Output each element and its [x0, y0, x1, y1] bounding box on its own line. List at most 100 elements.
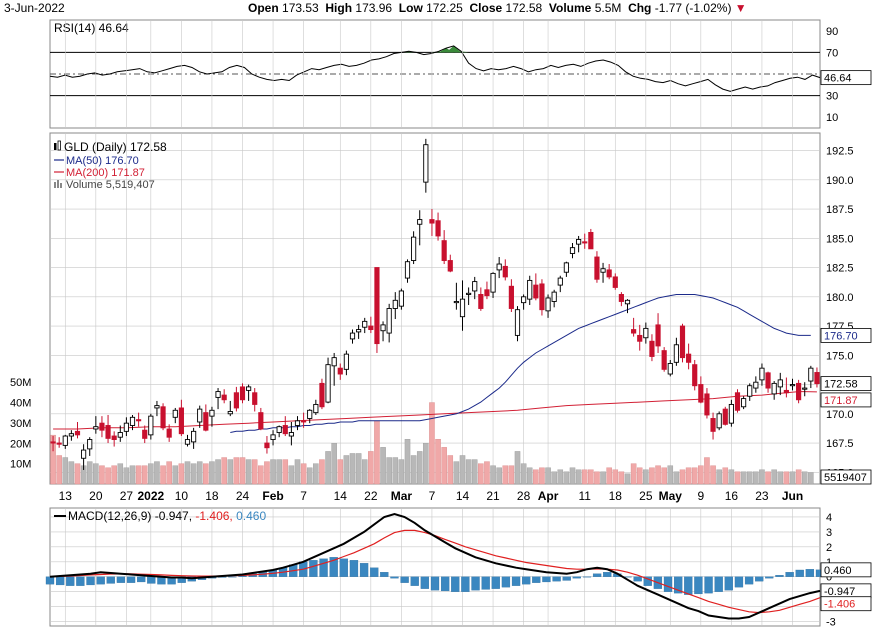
x-tick-label: Feb — [262, 489, 283, 503]
macd-histogram-bar — [734, 576, 744, 588]
chg-value: -1.77 (-1.02%) — [654, 1, 732, 15]
volume-bar — [716, 469, 722, 485]
candle-body — [282, 425, 288, 435]
macd-histogram-bar — [137, 576, 146, 583]
volume-bar — [306, 467, 313, 485]
macd-histogram-bar — [572, 576, 581, 579]
volume-bar — [435, 439, 441, 485]
macd-histogram-bar — [420, 576, 430, 589]
rsi-tick-label: 70 — [826, 47, 838, 59]
candle-body — [429, 219, 435, 224]
candle-body — [747, 385, 753, 397]
price-tick-label: 180.0 — [826, 292, 854, 304]
candle-body — [362, 320, 368, 328]
macd-histogram-bar — [694, 576, 703, 595]
volume-bar — [740, 471, 747, 485]
x-tick-label: 11 — [578, 489, 591, 503]
price-legend-title: GLD (Daily) 172.58 — [64, 140, 167, 154]
volume-bar — [471, 459, 478, 485]
volume-bar — [294, 459, 301, 485]
volume-bar — [563, 471, 570, 485]
candle-body — [496, 263, 502, 271]
rsi-tick-label: 30 — [826, 91, 838, 103]
macd-histogram-bar — [471, 576, 480, 591]
candle-body — [484, 289, 490, 297]
macd-histogram-bar — [511, 576, 521, 586]
volume-bar — [227, 459, 234, 485]
x-tick-label: 14 — [456, 489, 470, 503]
volume-bar — [154, 461, 160, 485]
macd-histogram-bar — [724, 576, 733, 591]
macd-hist-tag: 0.460 — [824, 565, 852, 577]
candle-body — [307, 409, 313, 419]
rsi-tick-label: 10 — [826, 112, 838, 124]
volume-bar — [276, 459, 282, 485]
candle-body — [74, 430, 81, 436]
x-tick-label: 23 — [755, 489, 769, 503]
candle-body — [62, 435, 68, 446]
volume-bar — [490, 465, 496, 485]
candle-body — [337, 367, 343, 375]
volume-bar — [691, 467, 698, 485]
macd-hist-tag-box — [820, 562, 872, 578]
volume-bar — [734, 471, 741, 485]
chg-label: Chg — [628, 1, 652, 15]
volume-bar — [441, 447, 447, 485]
volume-bar — [618, 471, 625, 485]
candle-body — [435, 220, 441, 237]
volume-bar — [62, 457, 69, 485]
price-tick-label: 175.0 — [826, 350, 854, 362]
price-tick-label: 167.5 — [826, 438, 854, 450]
x-tick-label: 10 — [175, 489, 189, 503]
macd-histogram-bar — [501, 576, 511, 588]
candle-body — [502, 265, 508, 278]
volume-bar — [215, 459, 221, 485]
candle-body — [551, 291, 557, 302]
candle-body — [417, 219, 423, 225]
volume-bar — [606, 467, 612, 485]
volume-bar — [166, 461, 172, 485]
low-label: Low — [398, 1, 423, 15]
volume-bar — [319, 459, 325, 485]
volume-bar — [117, 463, 124, 485]
macd-histogram-bar — [66, 576, 75, 586]
macd-tick-label: 3 — [826, 527, 832, 539]
volume-tick-label: 30M — [10, 418, 31, 430]
macd-histogram-bar — [663, 576, 673, 592]
candle-body — [136, 419, 142, 422]
price-tick-label: 185.0 — [826, 233, 854, 245]
macd-histogram-bar — [370, 567, 379, 577]
volume-bar — [245, 459, 252, 485]
candle-body — [441, 240, 447, 261]
macd-legend: MACD(12,26,9) -0.947, -1.406, 0.460 — [68, 509, 266, 523]
volume-bar — [655, 465, 661, 485]
candle-body — [374, 267, 380, 345]
candle-body — [545, 297, 551, 312]
macd-histogram-bar — [633, 576, 642, 582]
candle-body — [411, 236, 417, 261]
candle-body — [814, 372, 820, 385]
candle-body — [643, 327, 649, 339]
candle-body — [166, 428, 172, 438]
volume-bar — [251, 459, 258, 485]
candle-body — [655, 324, 661, 347]
volume-bar — [600, 471, 606, 485]
candle-body — [227, 411, 233, 415]
x-tick-label: 22 — [364, 489, 378, 503]
candle-body — [258, 412, 264, 430]
volume-bar — [789, 471, 796, 485]
ma50-legend: MA(50) 176.70 — [66, 155, 139, 167]
volume-bar — [447, 455, 454, 485]
x-tick-label: 28 — [517, 489, 531, 503]
price-tick-label: 192.5 — [826, 146, 854, 158]
high-label: High — [325, 1, 353, 15]
close-current-tag: 172.58 — [824, 379, 858, 391]
macd-histogram-bar — [684, 576, 693, 595]
volume-bar — [575, 469, 582, 485]
macd-histogram-bar — [349, 560, 359, 577]
volume-tick-label: 20M — [10, 438, 31, 450]
candle-body — [649, 340, 655, 357]
x-tick-label: Jun — [782, 489, 803, 503]
macd-histogram-bar — [714, 576, 723, 592]
candle-body — [392, 299, 398, 309]
